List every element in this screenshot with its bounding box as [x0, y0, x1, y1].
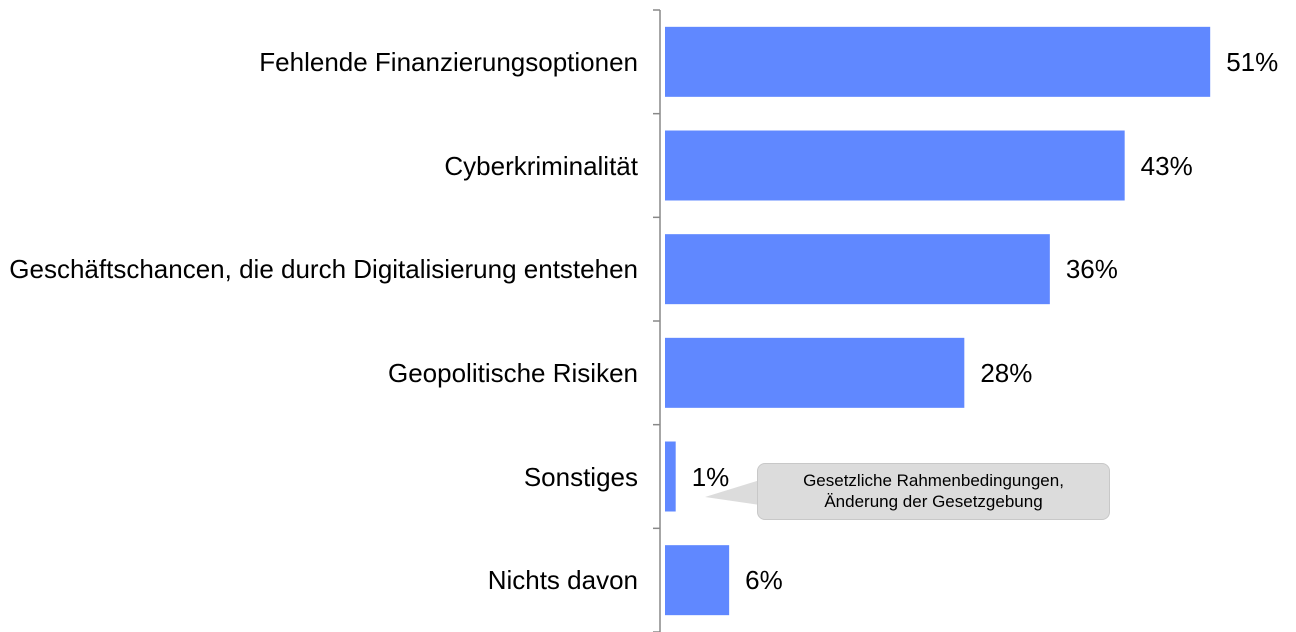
y-tick-label: Sonstiges — [523, 461, 638, 492]
bar — [665, 130, 1125, 201]
annotation: Gesetzliche Rahmenbedingungen, Änderung … — [757, 463, 1110, 520]
y-tick-label: Nichts davon — [487, 565, 638, 596]
data-label: 51% — [1226, 46, 1279, 77]
y-tick-label: Fehlende Finanzierungsoptionen — [259, 46, 638, 77]
data-label: 28% — [980, 357, 1033, 388]
y-tick-label: Cyberkriminalität — [444, 150, 638, 181]
data-label: 1% — [691, 461, 730, 492]
bar — [665, 26, 1211, 97]
callout-pointer — [705, 480, 760, 505]
data-label: 36% — [1065, 254, 1118, 285]
bar — [665, 337, 965, 408]
data-label: 43% — [1140, 150, 1193, 181]
bar — [665, 441, 676, 512]
y-tick-label: Geschäftschancen, die durch Digitalisier… — [9, 254, 638, 285]
bar — [665, 545, 730, 616]
bar — [665, 234, 1050, 305]
data-label: 6% — [745, 565, 783, 596]
y-tick-label: Geopolitische Risiken — [387, 357, 638, 388]
